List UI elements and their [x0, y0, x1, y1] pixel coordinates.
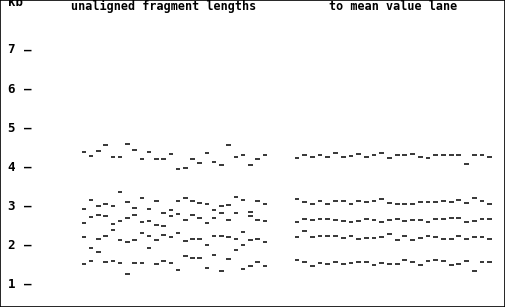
Text: —: — — [24, 161, 31, 174]
Text: 7: 7 — [8, 44, 15, 56]
Text: kb: kb — [8, 0, 23, 9]
Text: —: — — [24, 278, 31, 291]
Text: 2: 2 — [8, 239, 15, 252]
Text: —: — — [24, 83, 31, 95]
Text: unaligned fragment lengths: unaligned fragment lengths — [71, 0, 256, 13]
Text: 1: 1 — [8, 278, 15, 291]
Text: —: — — [24, 239, 31, 252]
Text: 4: 4 — [8, 161, 15, 174]
Text: —: — — [24, 122, 31, 134]
Text: 5: 5 — [8, 122, 15, 134]
Text: 6: 6 — [8, 83, 15, 95]
Text: fragment lengths aligned
to mean value lane: fragment lengths aligned to mean value l… — [308, 0, 479, 13]
Text: 3: 3 — [8, 200, 15, 213]
Text: —: — — [24, 200, 31, 213]
Text: —: — — [24, 44, 31, 56]
